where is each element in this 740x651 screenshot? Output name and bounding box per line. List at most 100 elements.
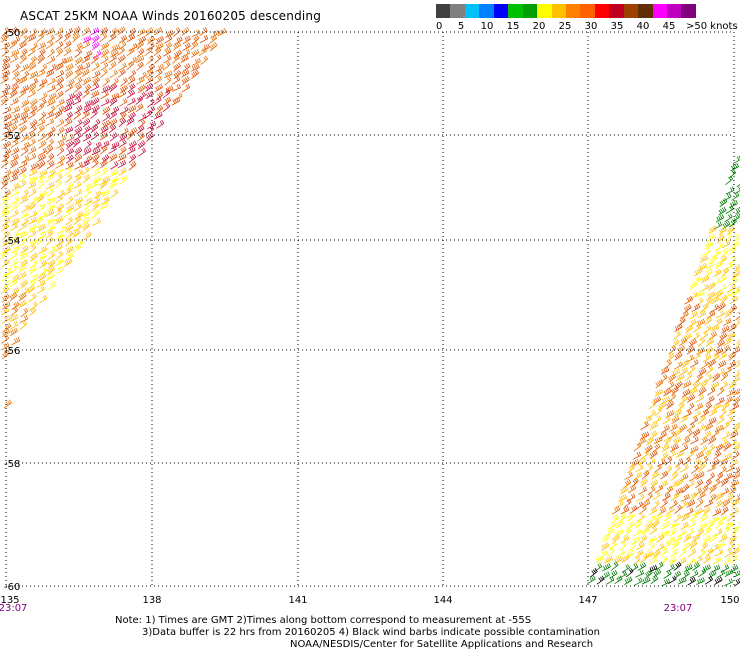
wind-barb (110, 132, 117, 141)
wind-barb (735, 369, 740, 377)
wind-barb (172, 84, 180, 91)
wind-barb (703, 431, 711, 439)
wind-barb (56, 266, 64, 274)
wind-barb (732, 547, 740, 555)
wind-barb (20, 113, 28, 121)
wind-barb (129, 70, 136, 79)
wind-barb (29, 125, 37, 133)
wind-barb (653, 549, 660, 558)
wind-barb (690, 311, 698, 319)
wind-barb (174, 50, 181, 58)
wind-barb (137, 41, 144, 50)
wind-barb (82, 55, 90, 63)
wind-barbs-layer (0, 27, 740, 587)
wind-barb (698, 310, 706, 318)
wind-barb (111, 44, 119, 51)
wind-barb (137, 48, 144, 57)
wind-barb (10, 40, 17, 49)
wind-barb (675, 324, 683, 332)
wind-barb (181, 55, 189, 63)
wind-barb (109, 55, 117, 63)
wind-barb (64, 209, 72, 217)
wind-barb (660, 471, 668, 479)
wind-barb (693, 324, 701, 332)
wind-barb (164, 42, 172, 50)
wind-barb (648, 536, 656, 543)
wind-barb (651, 479, 658, 488)
wind-barb (84, 198, 92, 206)
wind-barb (101, 141, 109, 148)
wind-barb (58, 226, 66, 234)
wind-barb (661, 452, 669, 460)
wind-barb (83, 27, 90, 35)
wind-barb (736, 311, 740, 320)
wind-barb (656, 380, 663, 389)
wind-barb (705, 241, 713, 249)
wind-barb (622, 564, 630, 572)
wind-barb (30, 253, 38, 261)
wind-barb (64, 188, 72, 196)
wind-barb (48, 93, 56, 101)
wind-barb (82, 111, 90, 119)
wind-barb (647, 543, 654, 552)
wind-barb (725, 396, 733, 404)
wind-barb (84, 189, 91, 198)
wind-barb (717, 387, 724, 396)
wind-barb (729, 246, 736, 255)
wind-barb (147, 36, 155, 44)
wind-barb (46, 28, 54, 35)
wind-barb (75, 70, 82, 79)
wind-barb (690, 513, 698, 521)
wind-barb (66, 182, 73, 191)
wind-barb (606, 528, 614, 536)
wind-barb (1, 160, 8, 169)
wind-barb (688, 549, 696, 557)
wind-barb (19, 180, 26, 188)
wind-barb (681, 494, 689, 501)
wind-barb (20, 49, 27, 58)
wind-barb (662, 444, 670, 452)
wind-barb (183, 36, 191, 44)
wind-barb (716, 214, 724, 222)
wind-barb (633, 452, 641, 460)
wind-barb (28, 217, 36, 224)
wind-barb (680, 396, 688, 404)
wind-barb (686, 480, 694, 488)
wind-barb (39, 148, 47, 156)
wind-barb (658, 507, 666, 515)
wind-barb (630, 564, 638, 572)
wind-barb (638, 562, 646, 570)
wind-barb (29, 196, 37, 204)
wind-barb (645, 493, 652, 502)
wind-barb (138, 84, 145, 93)
wind-barb (138, 92, 145, 100)
wind-barb (55, 28, 63, 35)
wind-barb (690, 437, 698, 444)
wind-barb (20, 246, 28, 254)
wind-barb (21, 218, 29, 226)
wind-barb (146, 126, 154, 134)
wind-barb (715, 500, 723, 508)
wind-barb (48, 127, 56, 135)
wind-barb (83, 36, 91, 43)
wind-barb (704, 527, 711, 536)
wind-barb (46, 41, 54, 49)
wind-barb (21, 64, 29, 72)
wind-barb (12, 337, 20, 344)
wind-barb (615, 576, 623, 584)
wind-barb (722, 527, 729, 536)
wind-barb (706, 261, 714, 269)
wind-barb (57, 135, 65, 142)
wind-barb (156, 92, 163, 101)
wind-barb (715, 290, 723, 298)
wind-barb (83, 77, 91, 85)
wind-barb (716, 311, 724, 318)
wind-barb (136, 103, 143, 111)
wind-barb (678, 529, 686, 537)
wind-barb (64, 47, 71, 55)
wind-barb (155, 84, 163, 92)
wind-barb (10, 314, 18, 321)
wind-barb (39, 246, 47, 254)
wind-barb (28, 181, 36, 188)
wind-barb (182, 27, 190, 35)
